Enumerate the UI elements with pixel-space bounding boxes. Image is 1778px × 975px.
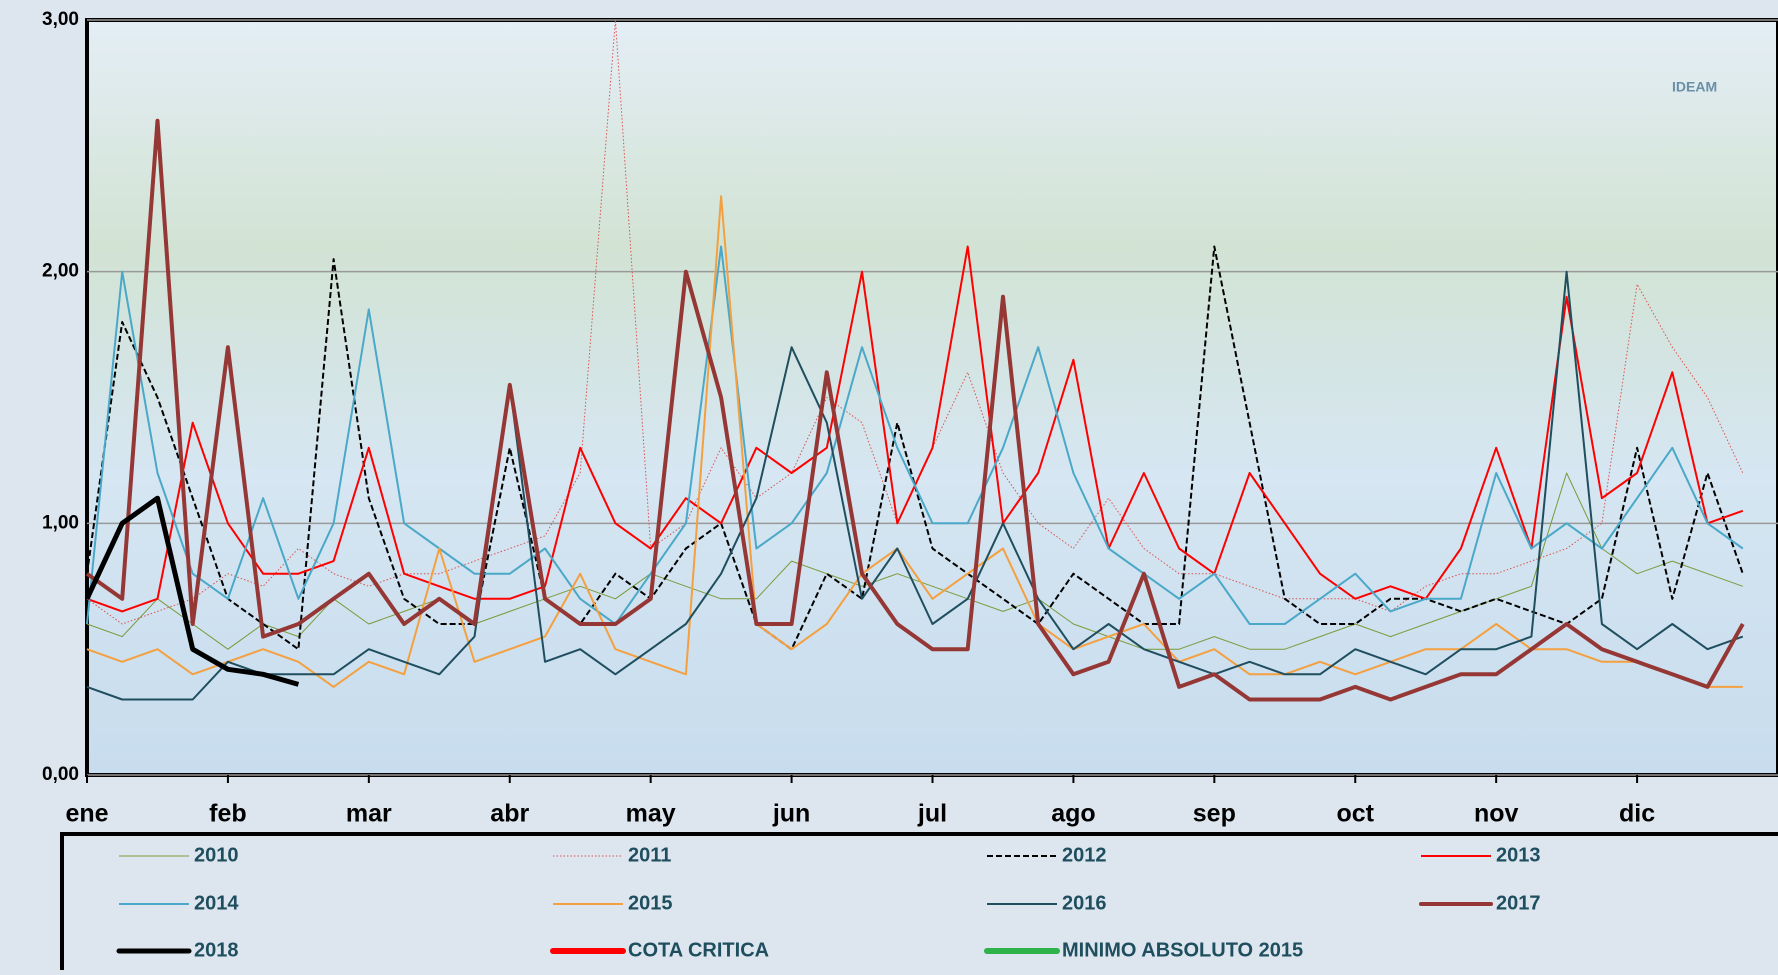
legend-label: COTA CRITICA [628,939,769,961]
legend-label: 2015 [628,892,673,914]
x-tick-label: may [626,800,676,828]
x-tick-label: ago [1051,800,1095,828]
x-tick-label: feb [209,800,247,828]
legend-label: 2016 [1062,892,1107,914]
legend-label: 2013 [1496,844,1541,866]
series-line [86,19,1744,625]
legend-label: 2017 [1496,892,1541,914]
logo: IDEAM [1672,79,1717,95]
x-tick-label: sep [1193,800,1236,828]
legend-label: 2011 [628,844,671,866]
x-tick-label: nov [1474,800,1519,828]
x-tick-label: jun [772,800,811,828]
series-line [86,245,1744,625]
legend-label: 2012 [1062,844,1107,866]
x-tick-label: ene [65,800,108,828]
x-tick-label: jul [917,800,947,828]
series-line [84,495,300,687]
legend-label: MINIMO ABSOLUTO 2015 [1062,939,1303,961]
x-tick-label: abr [490,800,529,828]
y-tick-label: 1,00 [42,512,79,533]
x-tick-label: oct [1337,800,1375,828]
legend-label: 2014 [194,892,239,914]
series-line [86,245,1744,651]
legend-label: 2010 [194,844,239,866]
series-line [85,118,1745,702]
x-tick-label: dic [1619,800,1655,828]
y-tick-label: 0,00 [42,764,79,785]
y-tick-label: 3,00 [42,9,79,30]
legend-label: 2018 [194,939,239,961]
x-tick-label: mar [346,800,392,828]
series-line [86,195,1743,688]
series-line [86,270,1744,701]
plot-area [85,18,1778,777]
y-tick-label: 2,00 [42,261,79,282]
